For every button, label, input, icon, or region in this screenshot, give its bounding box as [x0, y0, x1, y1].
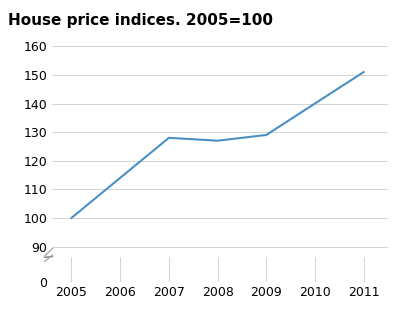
Text: House price indices. 2005=100: House price indices. 2005=100 — [8, 13, 273, 28]
